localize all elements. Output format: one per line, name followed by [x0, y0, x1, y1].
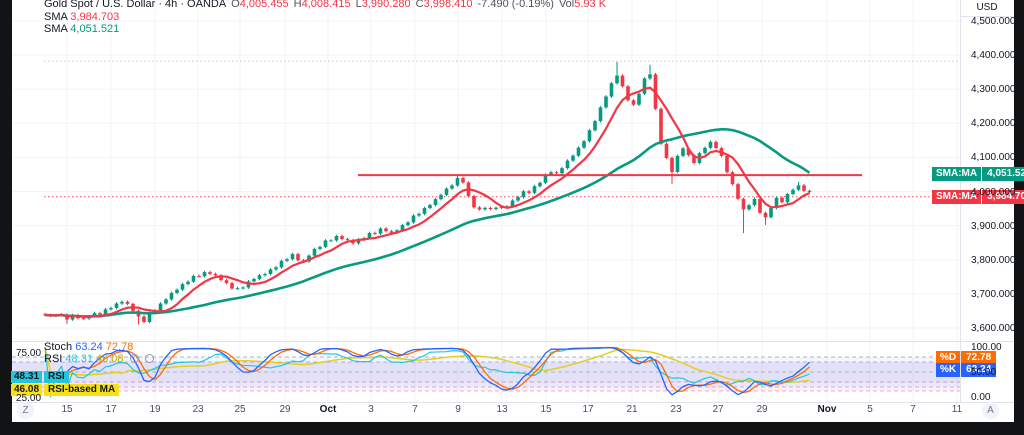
- time-axis-label: 21: [626, 404, 638, 415]
- rsi-line: [44, 346, 810, 398]
- change-value: -7.490 (-0.19%): [477, 0, 554, 10]
- time-axis[interactable]: [12, 402, 1014, 422]
- time-axis-label: 3: [368, 404, 374, 415]
- close-label: C: [415, 0, 424, 10]
- indicator-legend: Stoch 63.24 72.78 RSI 48.31 46.08: [44, 341, 154, 365]
- time-axis-label: 17: [582, 404, 594, 415]
- time-axis-label: 7: [412, 404, 418, 415]
- candlesticks: [43, 61, 812, 325]
- stoch-k-value: 63.24: [75, 341, 103, 353]
- price-axis-label: 3,800.000: [971, 254, 1016, 266]
- volume-value: 5.93 K: [574, 0, 607, 10]
- rsi-left-badge: 48.31: [11, 371, 42, 383]
- sma-fast-legend[interactable]: SMA 3,984.703: [44, 11, 606, 24]
- rsi-name-chip[interactable]: RSI: [44, 371, 69, 383]
- time-axis-label: 23: [670, 404, 682, 415]
- indicator-left-label: 25.00: [16, 393, 42, 404]
- time-axis-label: 25: [234, 404, 246, 415]
- timezone-button[interactable]: Z: [17, 402, 34, 419]
- time-axis-label: 19: [149, 404, 161, 415]
- sma-fast-line: [44, 86, 810, 318]
- high-label: H: [293, 0, 302, 10]
- stoch-k-line: [44, 347, 810, 396]
- sma-fast-label: SMA: [44, 10, 68, 23]
- low-value: 3,990.280: [361, 0, 411, 10]
- stoch-d-badge: %D 72.78: [936, 351, 997, 365]
- time-axis-label: 5: [867, 404, 873, 415]
- rsi-value: 48.31: [65, 353, 93, 365]
- close-value: 3,998.410: [423, 0, 473, 10]
- indicator-left-label: 75.00: [16, 348, 42, 359]
- time-axis-label: 15: [540, 404, 552, 415]
- high-value: 4,008.415: [301, 0, 351, 10]
- open-label: O: [231, 0, 240, 10]
- price-axis-label: 4,400.000: [971, 50, 1016, 62]
- indicator-axis-label: 0.00: [971, 392, 991, 403]
- time-axis-label: 27: [712, 404, 724, 415]
- time-axis-label: 29: [756, 404, 768, 415]
- open-value: 4,005.455: [239, 0, 289, 10]
- indicator-axis-label: 100.00: [971, 342, 1002, 353]
- time-axis-label: 29: [279, 404, 291, 415]
- sma-slow-label: SMA: [44, 23, 68, 35]
- stoch-label: Stoch: [44, 341, 73, 353]
- rsi-ma-line: [44, 346, 810, 383]
- low-label: L: [355, 0, 362, 10]
- more-options-icon[interactable]: [144, 353, 154, 363]
- time-axis-label: 13: [496, 404, 508, 415]
- indicator-axis-label: 50.00: [971, 367, 997, 378]
- price-axis-label: 4,000.000: [971, 186, 1016, 198]
- rsi-label: RSI: [44, 353, 63, 365]
- sma-fast-value: 3,984.703: [70, 10, 120, 23]
- price-axis-label: 4,100.000: [971, 152, 1016, 164]
- time-axis-label: 15: [61, 404, 73, 415]
- time-axis-label: 23: [192, 404, 204, 415]
- price-axis-label: 4,500.000: [971, 16, 1016, 27]
- rsi-ma-value: 46.08: [96, 353, 124, 365]
- price-axis-label: 4,300.000: [971, 84, 1016, 96]
- symbol-title[interactable]: Gold Spot / U.S. Dollar · 4h · OANDA: [44, 0, 227, 10]
- sma-slow-legend[interactable]: SMA 4,051.521: [44, 23, 606, 36]
- rsi-ma-left-badge: 46.08: [11, 384, 42, 396]
- sma-fast-price-badge: SMA:MA 3,984.703: [932, 189, 1024, 204]
- sma-slow-price-badge: SMA:MA 4,051.521: [932, 166, 1024, 181]
- legend-row-main[interactable]: Gold Spot / U.S. Dollar · 4h · OANDA O4,0…: [44, 0, 606, 11]
- price-axis-currency: USD: [960, 2, 1014, 17]
- sma-slow-value: 4,051.521: [70, 23, 120, 35]
- time-axis-label: 7: [910, 404, 916, 415]
- symbol-legend: Gold Spot / U.S. Dollar · 4h · OANDA O4,0…: [44, 0, 606, 36]
- price-axis-label: 3,600.000: [971, 322, 1016, 334]
- volume-label: Vol: [558, 0, 575, 10]
- time-axis-label: 17: [105, 404, 117, 415]
- time-axis-label: Nov: [817, 404, 837, 415]
- price-axis-label: 3,700.000: [971, 288, 1016, 300]
- rsi-ma-name-chip[interactable]: RSI-based MA: [44, 384, 120, 396]
- price-axis-label: 3,900.000: [971, 220, 1016, 232]
- stoch-legend[interactable]: Stoch 63.24 72.78: [44, 341, 154, 353]
- price-axis-label: 4,200.000: [971, 118, 1016, 130]
- auto-scale-button[interactable]: A: [982, 402, 999, 419]
- stoch-d-value: 72.78: [105, 341, 134, 353]
- time-axis-label: Oct: [319, 404, 337, 415]
- rsi-legend[interactable]: RSI 48.31 46.08: [44, 353, 154, 365]
- time-axis-label: 11: [951, 404, 963, 415]
- visibility-icon[interactable]: [129, 353, 139, 363]
- time-axis-label: 9: [455, 404, 461, 415]
- stoch-k-badge: %K 63.24: [936, 363, 997, 377]
